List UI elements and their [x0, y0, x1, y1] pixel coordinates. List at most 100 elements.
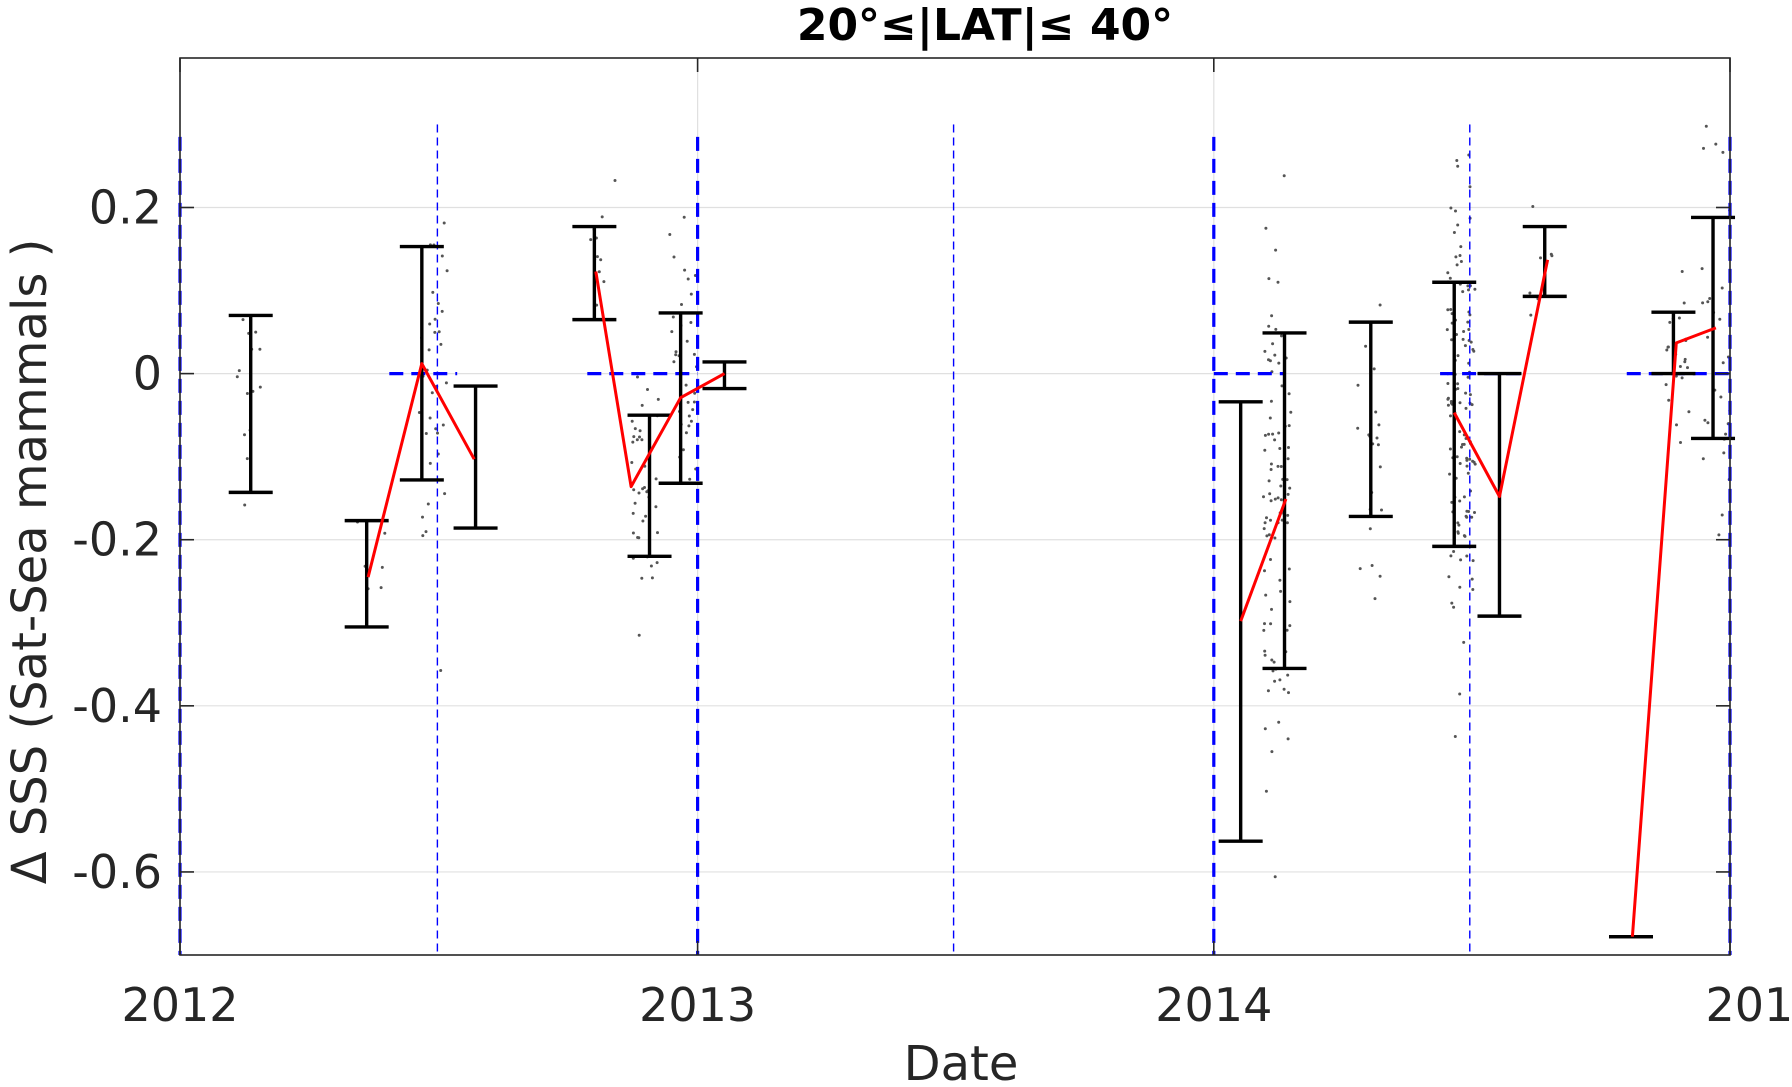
- sample-point: [640, 438, 644, 442]
- sample-point: [1368, 527, 1372, 531]
- sample-point: [241, 318, 245, 322]
- sample-point: [1450, 338, 1454, 342]
- x-axis-label: Date: [904, 1036, 1019, 1087]
- sample-point: [687, 424, 691, 428]
- sample-point: [643, 486, 646, 489]
- sample-point: [1721, 361, 1725, 365]
- sample-point: [1373, 597, 1377, 601]
- sample-point: [1287, 446, 1290, 449]
- y-tick-label: 0: [133, 347, 162, 401]
- sample-point: [1531, 205, 1535, 208]
- sample-point: [1469, 340, 1473, 344]
- y-axis-label: Δ SSS (Sat-Sea mammals ): [2, 239, 58, 885]
- sample-point: [1470, 515, 1474, 519]
- sample-point: [1465, 458, 1469, 462]
- sample-point: [1269, 462, 1273, 466]
- sample-point: [1464, 514, 1468, 518]
- sample-point: [1449, 206, 1453, 210]
- mean-series-line: [1452, 259, 1550, 498]
- sample-point: [1704, 124, 1708, 128]
- sample-point: [1470, 577, 1474, 581]
- sample-point: [439, 342, 443, 346]
- sample-point: [1270, 658, 1274, 662]
- sample-point: [1356, 383, 1360, 387]
- sample-point: [428, 461, 432, 465]
- sample-point: [1456, 223, 1460, 227]
- sample-point: [1453, 735, 1457, 738]
- sample-point: [1262, 628, 1266, 632]
- sample-point: [1701, 457, 1705, 461]
- sample-point: [1467, 328, 1471, 331]
- sample-point: [1467, 288, 1470, 292]
- sample-point: [1286, 492, 1290, 496]
- sample-point: [1449, 414, 1452, 418]
- sample-point: [1456, 521, 1460, 525]
- x-tick-label: 2013: [639, 978, 756, 1032]
- sample-point: [1465, 464, 1469, 468]
- sample-point: [1277, 720, 1281, 724]
- sample-point: [1370, 564, 1374, 567]
- sample-point: [235, 375, 239, 379]
- sample-point: [1458, 692, 1462, 696]
- sample-point: [1465, 456, 1469, 460]
- sample-point: [1680, 376, 1684, 380]
- sample-point: [1458, 254, 1462, 257]
- sample-point: [1364, 344, 1368, 348]
- sample-point: [1445, 328, 1449, 332]
- sample-point: [1289, 410, 1293, 414]
- sample-point: [1706, 300, 1710, 304]
- sample-point: [1458, 462, 1462, 465]
- sample-point: [1262, 495, 1265, 499]
- sample-point: [1263, 569, 1266, 573]
- sample-point: [1266, 689, 1270, 693]
- sample-point: [1286, 737, 1290, 741]
- sample-point: [1466, 284, 1470, 288]
- sample-point: [1708, 297, 1712, 300]
- sample-point: [243, 503, 247, 507]
- sample-point: [684, 431, 688, 435]
- sample-point: [1446, 308, 1450, 312]
- sample-point: [1279, 484, 1283, 488]
- sample-point: [1683, 360, 1687, 364]
- sample-point: [1277, 431, 1281, 435]
- sample-point: [672, 255, 676, 259]
- sample-point: [424, 530, 428, 534]
- chart-title: 20°≤|LAT|≤ 40°: [797, 0, 1173, 51]
- sample-point: [1446, 271, 1450, 275]
- sample-point: [1282, 174, 1286, 178]
- sample-point: [1686, 366, 1689, 370]
- sample-point: [1276, 496, 1280, 500]
- sample-point: [1470, 403, 1474, 407]
- sample-point: [1460, 445, 1463, 449]
- sample-point: [440, 254, 444, 258]
- sample-point: [254, 330, 258, 334]
- sample-point: [1720, 513, 1724, 517]
- sample-point: [1274, 327, 1278, 331]
- x-tick-label: 2014: [1155, 978, 1272, 1032]
- sample-point: [1720, 286, 1724, 290]
- sample-point: [632, 435, 636, 439]
- sample-point: [1456, 164, 1460, 168]
- sample-point: [1458, 430, 1462, 434]
- sample-point: [638, 429, 642, 433]
- sample-point: [1285, 628, 1289, 632]
- sample-point: [1268, 359, 1272, 363]
- sample-point: [442, 221, 446, 225]
- sample-point: [1285, 478, 1289, 482]
- sample-point: [1280, 334, 1283, 338]
- sample-point: [1287, 424, 1291, 428]
- sample-point: [1462, 534, 1466, 538]
- sample-point: [1263, 649, 1267, 653]
- sample-point: [644, 514, 648, 518]
- sample-point: [1471, 348, 1475, 351]
- sample-point: [237, 369, 241, 373]
- sample-point: [1465, 509, 1469, 513]
- sample-point: [645, 490, 649, 494]
- sample-point: [1468, 457, 1472, 461]
- sample-point: [1667, 398, 1671, 402]
- mean-series-line: [1239, 498, 1288, 622]
- sample-point: [445, 269, 449, 273]
- sample-point: [1270, 607, 1273, 611]
- sample-point: [637, 633, 641, 637]
